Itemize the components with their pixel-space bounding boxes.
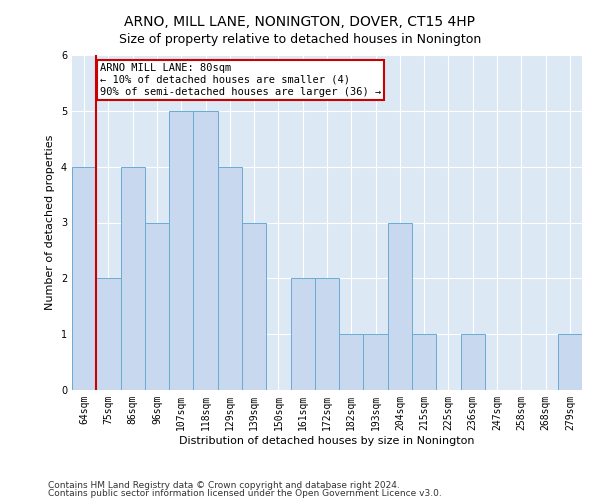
Bar xyxy=(558,334,582,390)
Bar xyxy=(145,222,169,390)
Bar xyxy=(242,222,266,390)
Bar xyxy=(412,334,436,390)
Bar xyxy=(290,278,315,390)
Bar xyxy=(193,111,218,390)
Bar xyxy=(96,278,121,390)
Bar xyxy=(169,111,193,390)
Y-axis label: Number of detached properties: Number of detached properties xyxy=(46,135,55,310)
X-axis label: Distribution of detached houses by size in Nonington: Distribution of detached houses by size … xyxy=(179,436,475,446)
Bar xyxy=(339,334,364,390)
Bar xyxy=(461,334,485,390)
Text: ARNO, MILL LANE, NONINGTON, DOVER, CT15 4HP: ARNO, MILL LANE, NONINGTON, DOVER, CT15 … xyxy=(125,15,476,29)
Bar xyxy=(315,278,339,390)
Bar xyxy=(121,166,145,390)
Text: Size of property relative to detached houses in Nonington: Size of property relative to detached ho… xyxy=(119,32,481,46)
Text: Contains public sector information licensed under the Open Government Licence v3: Contains public sector information licen… xyxy=(48,489,442,498)
Text: Contains HM Land Registry data © Crown copyright and database right 2024.: Contains HM Land Registry data © Crown c… xyxy=(48,480,400,490)
Bar xyxy=(218,166,242,390)
Bar xyxy=(364,334,388,390)
Text: ARNO MILL LANE: 80sqm
← 10% of detached houses are smaller (4)
90% of semi-detac: ARNO MILL LANE: 80sqm ← 10% of detached … xyxy=(100,64,381,96)
Bar xyxy=(388,222,412,390)
Bar xyxy=(72,166,96,390)
